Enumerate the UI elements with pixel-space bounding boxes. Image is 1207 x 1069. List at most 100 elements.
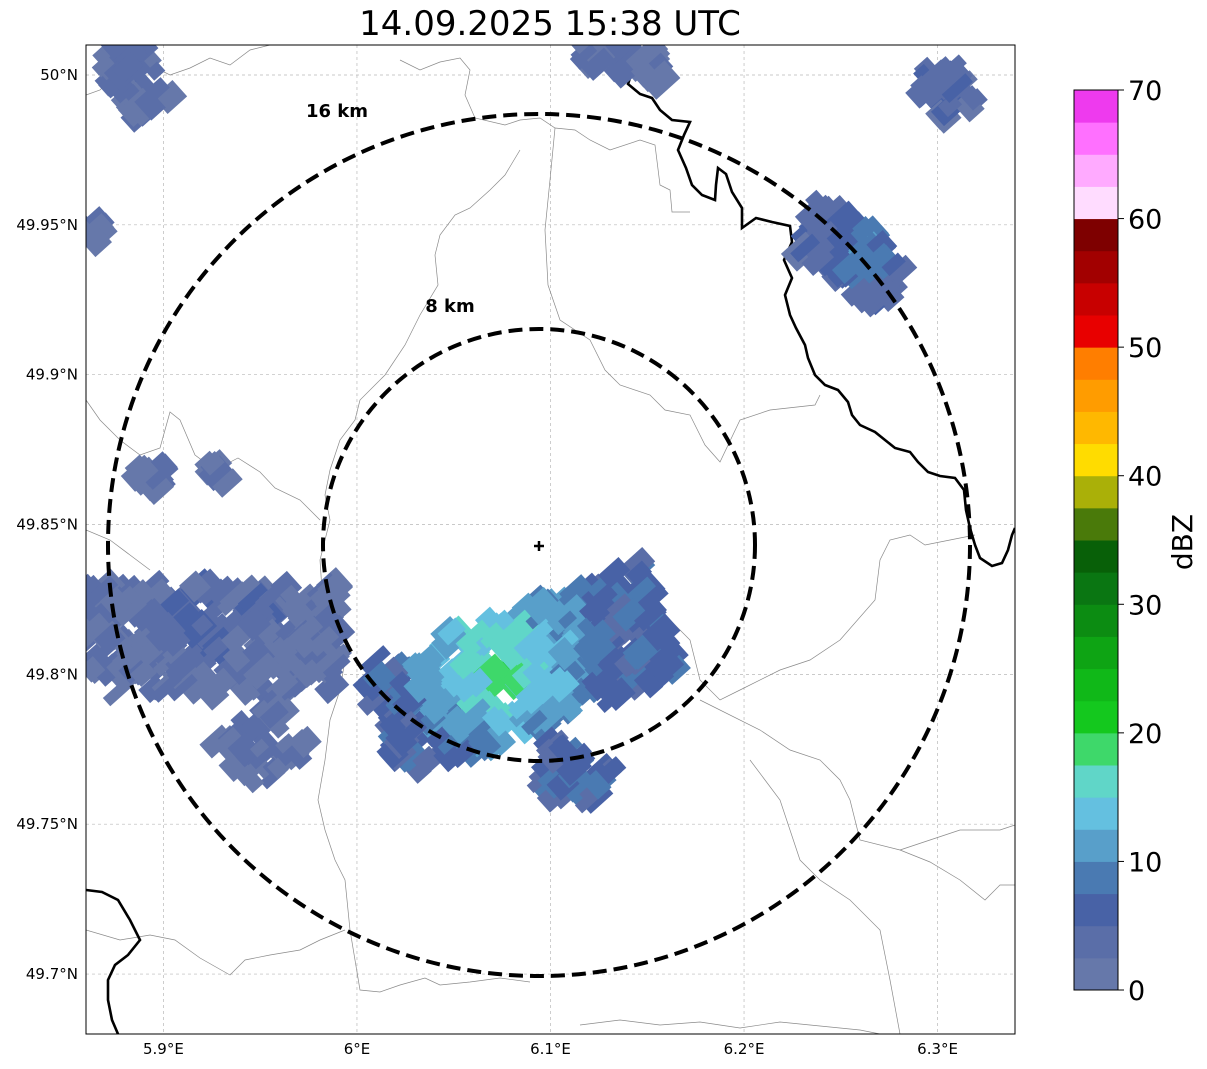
- colorbar-segment: [1074, 379, 1118, 412]
- echo-cell: [403, 664, 443, 704]
- x-tick-label: 6°E: [344, 1040, 371, 1058]
- echo-cell: [309, 576, 351, 617]
- colorbar-segment: [1074, 122, 1118, 155]
- echo-cell: [140, 453, 178, 490]
- colorbar-tick-label: 30: [1128, 590, 1162, 621]
- echo-cell: [236, 764, 265, 794]
- echo-cell: [120, 454, 159, 492]
- echo-cell: [86, 656, 106, 683]
- colorbar-tick-label: 40: [1128, 462, 1162, 493]
- echo-cell: [614, 651, 640, 678]
- echo-cell: [521, 586, 561, 626]
- echo-cell: [953, 90, 985, 123]
- echo-cell: [289, 659, 318, 689]
- echo-cell: [267, 757, 289, 780]
- echo-cell: [444, 674, 468, 698]
- echo-cell: [192, 661, 219, 689]
- echo-cell: [480, 631, 498, 649]
- echo-cell: [237, 607, 272, 641]
- echo-cell: [286, 743, 313, 770]
- radar-map: 16 km 8 km 5.9°E 6°E 6.1°E 6.2°E 6.3°E 49.7°…: [16, 44, 1016, 1058]
- echo-cell: [191, 614, 214, 637]
- echo-cell: [206, 667, 238, 698]
- echo-cell: [570, 45, 592, 64]
- echo-cell: [134, 88, 167, 121]
- echo-cell: [106, 657, 127, 678]
- colorbar-segment: [1074, 540, 1118, 573]
- echo-cell: [249, 738, 270, 758]
- echo-cell: [130, 597, 166, 632]
- echo-cell: [845, 279, 880, 314]
- echo-cell: [86, 624, 95, 652]
- y-tick-label: 50°N: [40, 66, 78, 84]
- echo-cell: [157, 86, 180, 108]
- echo-cell: [289, 725, 322, 759]
- echo-cell: [437, 734, 458, 755]
- echo-cell: [122, 84, 144, 105]
- echo-cell: [308, 654, 338, 684]
- ring-label-8km: 8 km: [425, 296, 475, 317]
- echo-cell: [595, 676, 619, 700]
- echo-cell: [481, 706, 512, 737]
- colorbar-segment: [1074, 347, 1118, 380]
- echo-cell: [237, 582, 268, 612]
- echo-cell: [111, 51, 144, 84]
- echo-cell: [160, 588, 190, 617]
- echo-cell: [921, 59, 949, 86]
- echo-cell: [227, 732, 262, 767]
- colorbar-segment: [1074, 829, 1118, 862]
- colorbar-segment: [1074, 475, 1118, 509]
- echo-cell: [558, 610, 577, 629]
- echo-cell: [243, 652, 282, 690]
- graticule: [86, 45, 1015, 1034]
- echo-cell: [412, 745, 443, 776]
- colorbar-segment: [1074, 765, 1118, 798]
- y-tick-label: 49.75°N: [16, 815, 78, 833]
- x-tick-label: 6.2°E: [724, 1040, 765, 1058]
- x-tick-labels: 5.9°E 6°E 6.1°E 6.2°E 6.3°E: [143, 1040, 958, 1058]
- colorbar-segment: [1074, 90, 1118, 123]
- echo-cell: [546, 666, 572, 692]
- echo-cell: [633, 668, 664, 699]
- colorbar-frame: [1073, 89, 1119, 991]
- y-tick-label: 49.95°N: [16, 216, 78, 234]
- echo-cell: [923, 79, 954, 108]
- echo-cell: [642, 658, 675, 691]
- echo-cell: [634, 599, 668, 632]
- echo-cell: [437, 617, 466, 646]
- echo-cell: [295, 622, 315, 643]
- y-tick-labels: 49.7°N 49.75°N 49.8°N 49.85°N 49.9°N 49.95°N 5…: [16, 66, 78, 983]
- echo-cell: [561, 768, 596, 803]
- echo-cell: [139, 471, 175, 505]
- colorbar-tick-label: 60: [1128, 205, 1162, 236]
- echo-cell: [419, 695, 449, 725]
- ring-label-16km: 16 km: [306, 101, 368, 122]
- range-ring-8km: [321, 327, 757, 763]
- colorbar-tick-label: 70: [1128, 76, 1162, 107]
- echo-cell: [273, 652, 301, 680]
- colorbar-tick-label: 10: [1128, 847, 1162, 878]
- colorbar-segment: [1074, 443, 1118, 477]
- echo-cell: [179, 570, 211, 603]
- echo-cell: [203, 636, 229, 662]
- colorbar-segment: [1074, 604, 1118, 637]
- echo-cell: [547, 636, 582, 671]
- echo-cell: [199, 451, 225, 476]
- echo-cell: [322, 653, 351, 681]
- colorbar-segment: [1074, 636, 1118, 670]
- colorbar-segment: [1074, 315, 1118, 348]
- echo-cell: [449, 645, 484, 680]
- echo-cell: [150, 672, 182, 702]
- echo-cell: [86, 597, 100, 622]
- echo-cell: [625, 45, 658, 72]
- echo-cell: [442, 709, 470, 736]
- echo-cell: [640, 60, 681, 100]
- echo-cell: [86, 227, 113, 258]
- echo-cell: [598, 556, 631, 589]
- echo-cell: [275, 733, 297, 754]
- echo-cell: [145, 61, 166, 81]
- echo-cell: [513, 626, 549, 660]
- colorbar-segment: [1074, 250, 1118, 284]
- echo-cell: [447, 739, 478, 769]
- colorbar-segment: [1074, 572, 1118, 605]
